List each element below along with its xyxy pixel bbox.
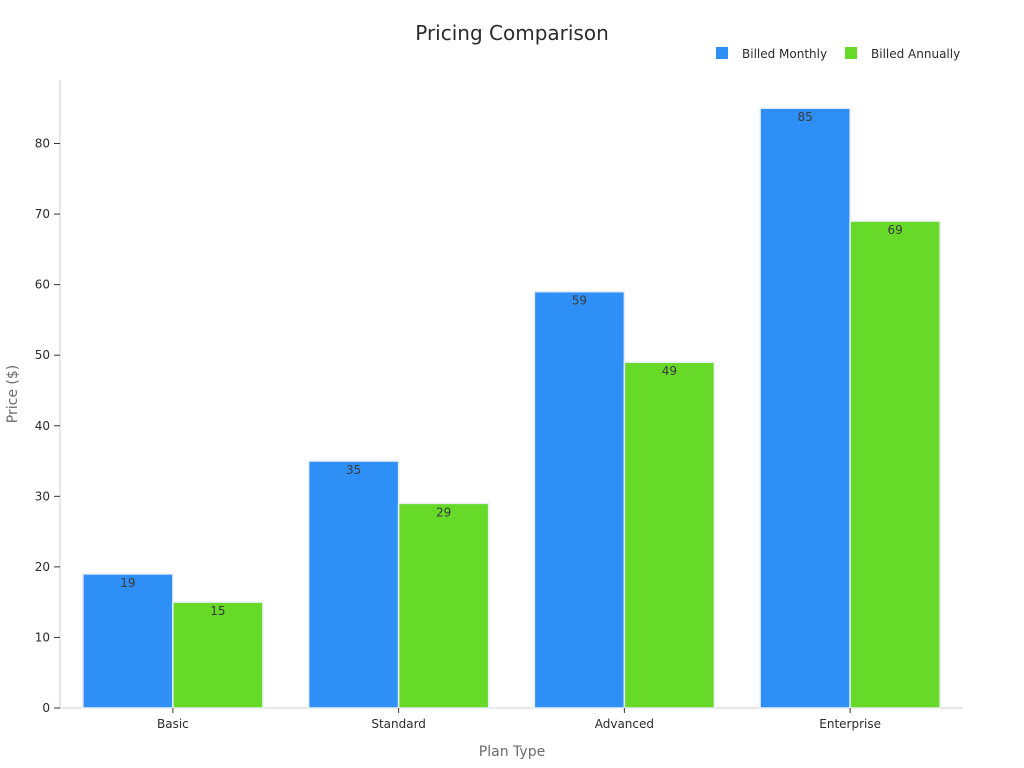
y-tick-label: 30 [35, 489, 50, 503]
y-tick-label: 50 [35, 348, 50, 362]
bar-billed-monthly [533, 290, 626, 709]
y-tick-label: 10 [35, 630, 50, 644]
y-tick-label: 40 [35, 419, 50, 433]
bar-billed-monthly [307, 460, 400, 709]
x-axis-title: Plan Type [479, 744, 545, 760]
legend: Billed Monthly Billed Annually [716, 47, 960, 61]
bar-data-label: 19 [120, 576, 135, 590]
x-tick-label: Enterprise [819, 717, 881, 731]
bar-data-label: 69 [887, 223, 902, 237]
bar-data-label: 35 [346, 463, 361, 477]
bar-data-label: 15 [210, 604, 225, 618]
legend-swatch [845, 47, 857, 59]
legend-label: Billed Monthly [742, 47, 827, 61]
bar-data-label: 49 [662, 364, 677, 378]
y-tick-label: 20 [35, 560, 50, 574]
x-tick-label: Advanced [595, 717, 654, 731]
bar-billed-monthly [759, 107, 851, 709]
chart-title: Pricing Comparison [415, 21, 609, 45]
legend-label: Billed Annually [871, 47, 960, 61]
y-axis-ticks: 0 10 20 30 40 50 60 70 80 [35, 137, 60, 715]
y-tick-label: 60 [35, 278, 50, 292]
bar-billed-annually [172, 601, 264, 709]
bar-data-label: 29 [436, 505, 451, 519]
bar-billed-monthly [82, 573, 174, 709]
x-axis-ticks: Basic Standard Advanced Enterprise [157, 708, 881, 731]
bar-data-labels: 19 15 35 29 59 49 85 69 [120, 110, 903, 618]
legend-swatch [716, 47, 728, 59]
bar-data-label: 59 [572, 294, 587, 308]
bar-data-label: 85 [797, 110, 812, 124]
x-tick-label: Basic [157, 717, 189, 731]
bar-billed-annually [397, 502, 490, 709]
y-tick-label: 80 [35, 137, 50, 151]
bar-billed-annually [849, 220, 941, 709]
y-tick-label: 0 [42, 701, 50, 715]
x-tick-label: Standard [371, 717, 426, 731]
bar-billed-annually [623, 361, 716, 709]
y-axis-title: Price ($) [5, 365, 21, 423]
bars [82, 107, 941, 709]
y-tick-label: 70 [35, 207, 50, 221]
